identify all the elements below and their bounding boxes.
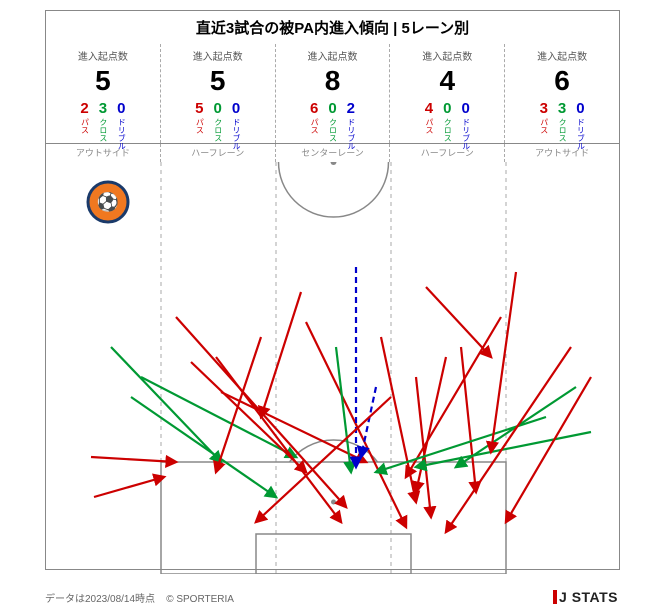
arrow-pass-7 (216, 357, 341, 522)
lanes-header: 進入起点数52パス3クロス0ドリブル進入起点数55パス0クロス0ドリブル進入起点… (46, 44, 619, 144)
lane-name-2: センターレーン (276, 144, 391, 162)
lane-col-1: 進入起点数55パス0クロス0ドリブル (161, 44, 276, 143)
pitch-area: ⚽ (46, 162, 619, 574)
lane-breakdown: 2パス 3クロス 0ドリブル (46, 101, 160, 150)
dribble-count: 2ドリブル (347, 101, 355, 150)
pass-count: 4パス (425, 101, 433, 150)
cross-count: 3クロス (99, 101, 107, 150)
arrow-pass-27 (506, 377, 591, 522)
lane-total: 5 (161, 65, 275, 97)
lane-breakdown: 5パス 0クロス 0ドリブル (161, 101, 275, 150)
arrow-pass-10 (261, 292, 301, 417)
origin-label: 進入起点数 (390, 48, 504, 63)
lane-name-1: ハーフレーン (161, 144, 276, 162)
arrow-cross-4 (131, 397, 276, 497)
lane-total: 6 (505, 65, 619, 97)
pitch-svg: ⚽ (46, 162, 619, 574)
cross-count: 0クロス (443, 101, 451, 150)
origin-label: 進入起点数 (505, 48, 619, 63)
cross-count: 0クロス (214, 101, 222, 150)
arrow-pass-6 (191, 362, 306, 472)
dribble-count: 0ドリブル (232, 101, 240, 150)
lane-name-0: アウトサイド (46, 144, 161, 162)
arrow-pass-25 (491, 272, 516, 452)
origin-label: 進入起点数 (161, 48, 275, 63)
lane-total: 4 (390, 65, 504, 97)
lane-col-0: 進入起点数52パス3クロス0ドリブル (46, 44, 161, 143)
pass-count: 3パス (540, 101, 548, 150)
lane-col-4: 進入起点数63パス3クロス0ドリブル (505, 44, 619, 143)
arrow-pass-15 (381, 337, 416, 502)
chart-container: 直近3試合の被PA内進入傾向 | 5レーン別 進入起点数52パス3クロス0ドリブ… (45, 10, 620, 570)
lane-total: 5 (46, 65, 160, 97)
footer: データは2023/08/14時点 © SPORTERIA J STATS (45, 589, 618, 605)
dribble-count: 0ドリブル (461, 101, 469, 150)
dribble-count: 0ドリブル (576, 101, 584, 150)
arrow-pass-20 (461, 347, 476, 492)
pass-count: 6パス (310, 101, 318, 150)
lane-col-2: 進入起点数86パス0クロス2ドリブル (276, 44, 391, 143)
pass-count: 2パス (80, 101, 88, 150)
arrow-pass-0 (91, 457, 176, 462)
chart-title: 直近3試合の被PA内進入傾向 | 5レーン別 (46, 11, 619, 44)
pass-count: 5パス (195, 101, 203, 150)
svg-text:⚽: ⚽ (96, 191, 119, 212)
origin-label: 進入起点数 (46, 48, 160, 63)
cross-count: 3クロス (558, 101, 566, 150)
arrow-pass-18 (426, 287, 491, 357)
cross-count: 0クロス (328, 101, 336, 150)
origin-label: 進入起点数 (276, 48, 390, 63)
dribble-count: 0ドリブル (117, 101, 125, 150)
lane-breakdown: 4パス 0クロス 0ドリブル (390, 101, 504, 150)
arrow-pass-1 (94, 477, 164, 497)
lane-name-4: アウトサイド (505, 144, 619, 162)
arrow-cross-2 (111, 347, 221, 462)
lane-total: 8 (276, 65, 390, 97)
brand-logo: J STATS (553, 589, 618, 605)
team-badge: ⚽ (88, 182, 128, 222)
lane-col-3: 進入起点数44パス0クロス0ドリブル (390, 44, 505, 143)
lane-name-3: ハーフレーン (390, 144, 505, 162)
lane-name-row: アウトサイドハーフレーンセンターレーンハーフレーンアウトサイド (46, 144, 619, 162)
lane-breakdown: 3パス 3クロス 0ドリブル (505, 101, 619, 150)
lane-breakdown: 6パス 0クロス 2ドリブル (276, 101, 390, 150)
copyright: © SPORTERIA (166, 594, 234, 605)
data-date: データは2023/08/14時点 (45, 594, 155, 605)
